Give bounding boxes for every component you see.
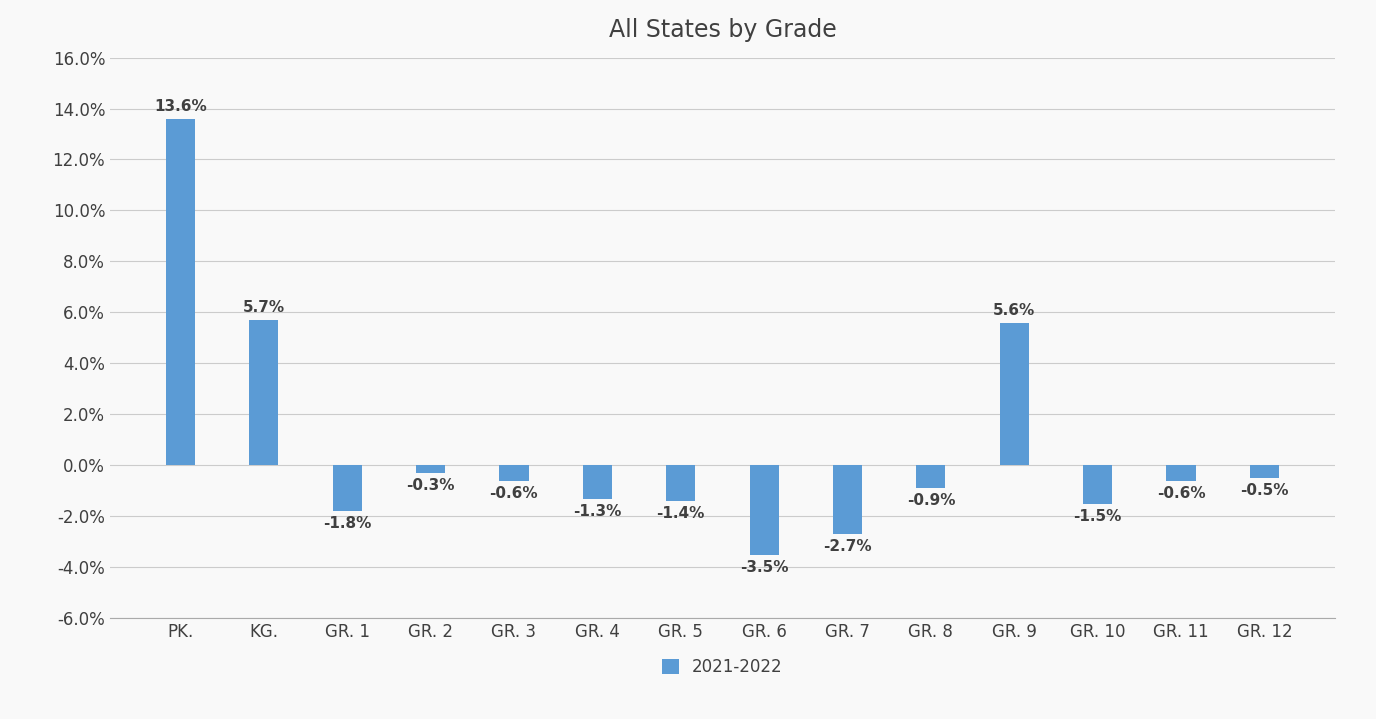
- Text: -0.3%: -0.3%: [406, 478, 455, 493]
- Bar: [249, 320, 278, 465]
- Text: -0.5%: -0.5%: [1240, 483, 1289, 498]
- Text: -3.5%: -3.5%: [740, 559, 788, 574]
- Bar: [1000, 323, 1029, 465]
- Text: 5.6%: 5.6%: [993, 303, 1035, 318]
- Title: All States by Grade: All States by Grade: [608, 18, 837, 42]
- Bar: [165, 119, 195, 465]
- Text: -2.7%: -2.7%: [823, 539, 872, 554]
- Bar: [416, 465, 444, 473]
- Text: -1.4%: -1.4%: [656, 506, 705, 521]
- Text: -0.6%: -0.6%: [490, 486, 538, 500]
- Text: -1.3%: -1.3%: [574, 503, 622, 518]
- Bar: [1167, 465, 1196, 481]
- Bar: [666, 465, 695, 501]
- Bar: [499, 465, 528, 481]
- Text: -0.6%: -0.6%: [1157, 486, 1205, 500]
- Text: 13.6%: 13.6%: [154, 99, 206, 114]
- Text: 5.7%: 5.7%: [242, 300, 285, 315]
- Bar: [832, 465, 863, 534]
- Text: -0.9%: -0.9%: [907, 493, 955, 508]
- Bar: [750, 465, 779, 554]
- Bar: [582, 465, 612, 498]
- Bar: [1249, 465, 1280, 478]
- Bar: [333, 465, 362, 511]
- Text: -1.8%: -1.8%: [323, 516, 372, 531]
- Bar: [916, 465, 945, 488]
- Bar: [1083, 465, 1112, 503]
- Legend: 2021-2022: 2021-2022: [655, 651, 790, 683]
- Text: -1.5%: -1.5%: [1073, 509, 1121, 523]
